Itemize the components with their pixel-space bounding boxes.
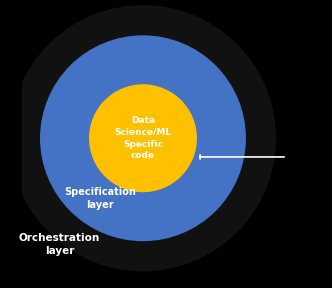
- Text: Data
Science/ML
Specific
code: Data Science/ML Specific code: [115, 116, 172, 160]
- Circle shape: [41, 36, 245, 240]
- Circle shape: [11, 6, 276, 271]
- Circle shape: [90, 85, 196, 192]
- Text: Specification
layer: Specification layer: [64, 187, 136, 210]
- Text: Orchestration
layer: Orchestration layer: [19, 233, 100, 256]
